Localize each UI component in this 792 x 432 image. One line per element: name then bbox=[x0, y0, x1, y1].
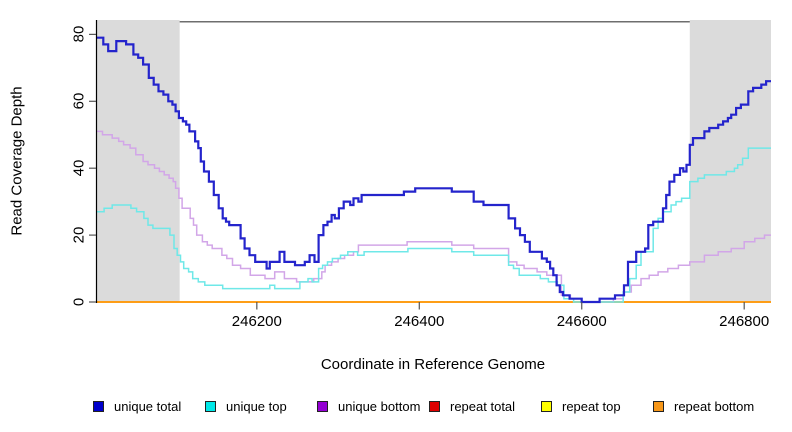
plot-area bbox=[89, 20, 771, 310]
legend-item-repeat-total: repeat total bbox=[429, 399, 541, 414]
right-repeat-masked-region bbox=[689, 20, 771, 302]
legend-item-repeat-bottom: repeat bottom bbox=[653, 399, 754, 414]
legend-item-unique-top: unique top bbox=[205, 399, 317, 414]
legend-item-unique-bottom: unique bottom bbox=[317, 399, 429, 414]
x-tick-label: 246800 bbox=[719, 313, 770, 330]
left-repeat-masked-region bbox=[96, 20, 180, 302]
x-tick-label: 246600 bbox=[556, 313, 607, 330]
legend-label: unique total bbox=[114, 399, 182, 414]
legend-label: repeat top bbox=[562, 399, 621, 414]
y-tick-label: 0 bbox=[70, 297, 88, 307]
unique-bottom-swatch-icon bbox=[317, 401, 328, 412]
x-tick-label: 246400 bbox=[394, 313, 445, 330]
unique-top-swatch-icon bbox=[205, 401, 216, 412]
series-line-unique-top bbox=[96, 147, 771, 303]
chart-legend: unique total unique top unique bottom re… bbox=[93, 399, 754, 414]
x-tick-label: 246200 bbox=[231, 313, 282, 330]
legend-label: unique top bbox=[226, 399, 287, 414]
x-axis-title: Coordinate in Reference Genome bbox=[320, 356, 546, 373]
coverage-step-chart bbox=[89, 20, 771, 310]
y-axis-title: Read Coverage Depth bbox=[8, 86, 26, 236]
legend-item-repeat-top: repeat top bbox=[541, 399, 653, 414]
y-tick-label: 80 bbox=[70, 26, 88, 43]
repeat-bottom-swatch-icon bbox=[653, 401, 664, 412]
legend-label: unique bottom bbox=[338, 399, 421, 414]
legend-label: repeat total bbox=[450, 399, 516, 414]
legend-label: repeat bottom bbox=[674, 399, 755, 414]
series-line-unique-bottom bbox=[96, 130, 771, 303]
repeat-total-swatch-icon bbox=[429, 401, 440, 412]
y-tick-label: 60 bbox=[70, 92, 88, 110]
y-tick-label: 40 bbox=[70, 159, 88, 177]
series-line-unique-total bbox=[96, 36, 771, 304]
unique-total-swatch-icon bbox=[93, 401, 104, 412]
repeat-top-swatch-icon bbox=[541, 401, 552, 412]
y-tick-label: 20 bbox=[70, 226, 88, 244]
legend-item-unique-total: unique total bbox=[93, 399, 205, 414]
